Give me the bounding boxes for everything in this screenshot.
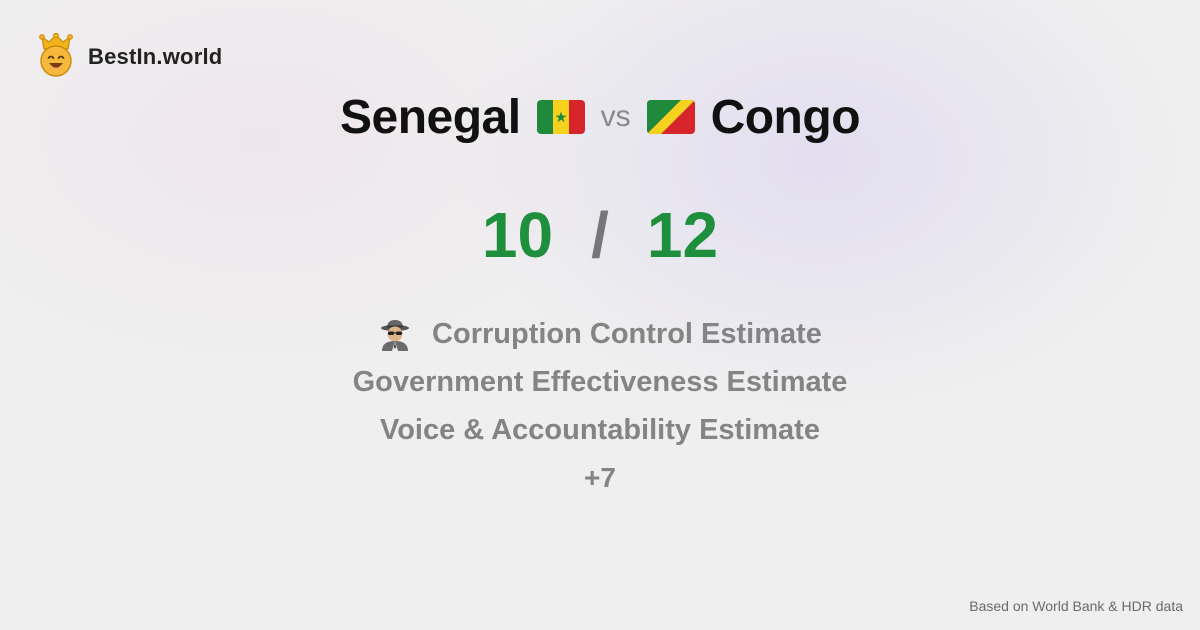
brand-name: BestIn.world [88,44,223,69]
metric-label: Corruption Control Estimate [432,317,822,350]
metric-label: Government Effectiveness Estimate [352,365,848,398]
comparison-title: Senegal vs Congo [0,86,1200,148]
spy-icon [378,317,412,351]
more-metrics-count: +7 [584,462,616,493]
vs-label: vs [600,100,631,133]
left-country-name: Senegal [339,90,521,144]
data-source-note: Based on World Bank & HDR data [969,598,1183,614]
metric-item: Corruption Control Estimate [378,310,822,358]
right-score: 12 [646,199,719,271]
brand[interactable]: BestIn.world [38,32,223,82]
metrics-list: Corruption Control Estimate Government E… [0,310,1200,502]
metric-item: Voice & Accountability Estimate [380,406,820,454]
left-score: 10 [481,199,554,271]
right-country-name: Congo [710,90,861,144]
congo-flag-icon [646,100,695,134]
senegal-flag-icon [536,100,585,134]
score-separator: / [591,199,609,271]
metric-label: Voice & Accountability Estimate [380,413,820,446]
crown-smiley-icon [38,32,74,82]
score-summary: 10 / 12 [0,195,1200,275]
metric-item: Government Effectiveness Estimate [353,358,848,406]
